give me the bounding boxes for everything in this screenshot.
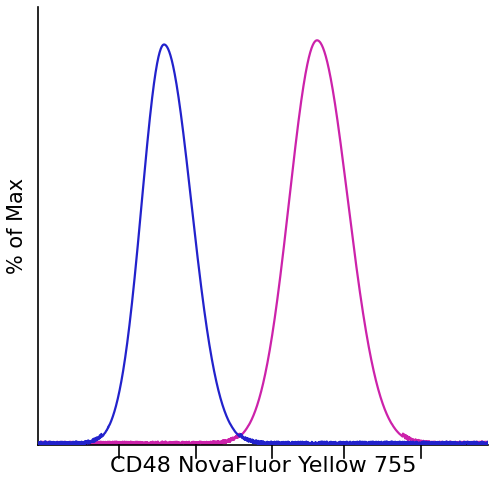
X-axis label: CD48 NovaFluor Yellow 755: CD48 NovaFluor Yellow 755 <box>110 456 416 476</box>
Y-axis label: % of Max: % of Max <box>7 178 27 274</box>
